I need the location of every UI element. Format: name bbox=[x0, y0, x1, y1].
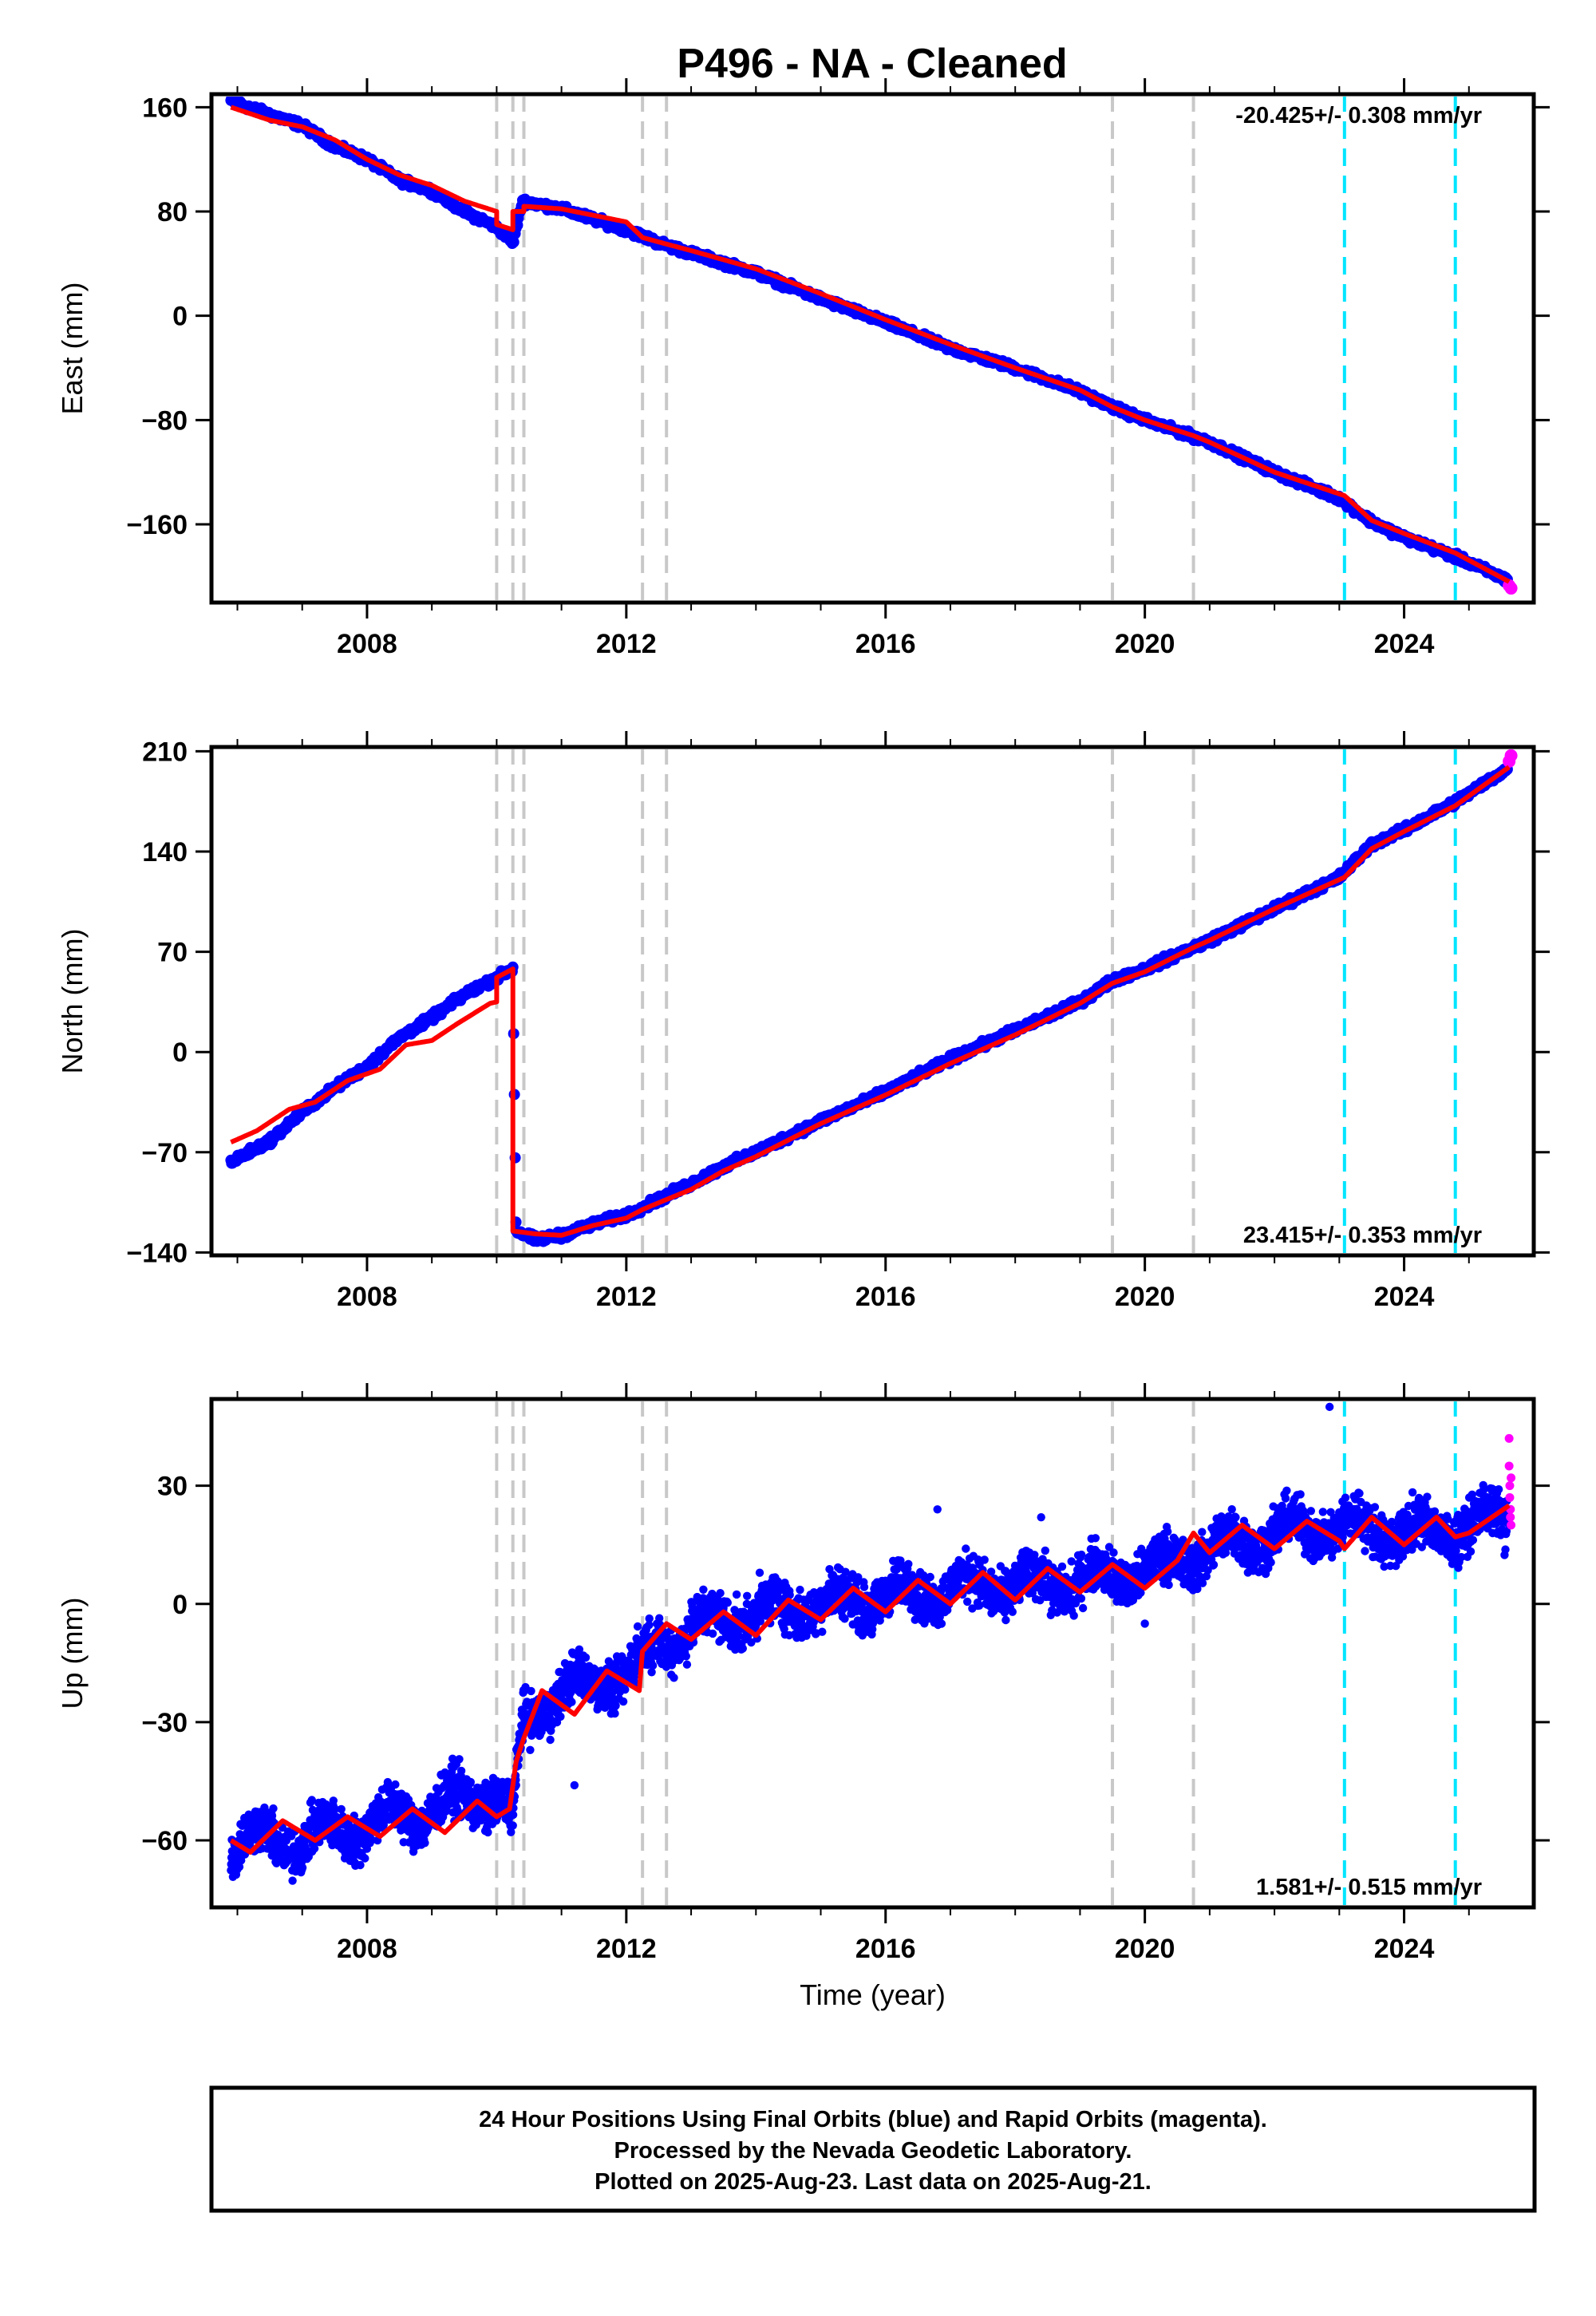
y-tick-label: −70 bbox=[141, 1138, 188, 1168]
final-orbit-point bbox=[610, 1709, 619, 1718]
final-orbit-point bbox=[567, 1697, 576, 1706]
panel-north: 2008 2012 2016 2020 2024 210 140 70 0 −70 −140 Nort… bbox=[56, 731, 1550, 1312]
final-orbit-point bbox=[633, 1622, 642, 1631]
final-orbit-point bbox=[337, 1804, 346, 1814]
rapid-orbit-point bbox=[1504, 749, 1518, 762]
x-tick-label: 2012 bbox=[596, 1934, 657, 1964]
y-tick-label: −140 bbox=[126, 1238, 188, 1268]
final-orbit-point bbox=[621, 1685, 630, 1694]
final-orbit-point bbox=[618, 1697, 628, 1706]
x-tick-label: 2024 bbox=[1374, 1934, 1435, 1964]
x-tick-label: 2008 bbox=[337, 1934, 397, 1964]
final-orbit-point bbox=[466, 1777, 475, 1787]
y-tick-label: 30 bbox=[157, 1472, 188, 1502]
figure-title: P496 - NA - Cleaned bbox=[677, 41, 1067, 87]
final-orbit-point bbox=[298, 1863, 307, 1872]
final-orbit-point bbox=[526, 1745, 535, 1754]
plot-frame bbox=[209, 92, 1536, 605]
y-tick-label: −30 bbox=[141, 1708, 188, 1738]
y-tick-label: 140 bbox=[142, 837, 188, 868]
panel-up: 2008 2012 2016 2020 2024 30 0 −30 −60 Up (mm) Time… bbox=[56, 1383, 1550, 2011]
x-tick-label: 2020 bbox=[1115, 629, 1175, 659]
y-tick-label: 160 bbox=[142, 93, 188, 123]
y-axis-label: North (mm) bbox=[56, 929, 89, 1074]
x-tick-label: 2020 bbox=[1115, 1934, 1175, 1964]
final-orbit-point bbox=[455, 1755, 464, 1764]
x-tick-label: 2012 bbox=[596, 1282, 657, 1312]
panels: 2008 2012 2016 2020 2024 160 80 0 −80 −160 East (m… bbox=[56, 78, 1550, 2011]
x-tick-label: 2012 bbox=[596, 629, 657, 659]
velocity-rate-label: -20.425+/- 0.308 mm/yr bbox=[1235, 103, 1482, 128]
final-orbit-point bbox=[421, 1839, 429, 1848]
final-orbit-point bbox=[329, 1796, 338, 1805]
y-tick-label: −60 bbox=[141, 1826, 188, 1856]
data-layer bbox=[225, 749, 1518, 1253]
x-tick-label: 2016 bbox=[855, 1282, 916, 1312]
model-fit-line bbox=[230, 105, 1511, 584]
final-orbit-point bbox=[269, 1804, 278, 1813]
y-axis-label: East (mm) bbox=[56, 283, 89, 415]
y-tick-label: 70 bbox=[157, 938, 188, 968]
x-tick-label: 2016 bbox=[855, 1934, 916, 1964]
final-orbit-point bbox=[581, 1653, 591, 1662]
y-axis-label: Up (mm) bbox=[56, 1598, 89, 1709]
final-orbit-point bbox=[391, 1780, 400, 1789]
final-orbit-point bbox=[288, 1876, 297, 1885]
panel-east: 2008 2012 2016 2020 2024 160 80 0 −80 −160 East (m… bbox=[56, 78, 1550, 659]
final-orbit-point bbox=[546, 1735, 555, 1745]
velocity-rate-label: 23.415+/- 0.353 mm/yr bbox=[1243, 1223, 1482, 1248]
x-tick-label: 2020 bbox=[1115, 1282, 1175, 1312]
final-orbit-point bbox=[527, 1686, 535, 1696]
y-tick-label: 80 bbox=[157, 197, 188, 227]
y-tick-label: −160 bbox=[126, 510, 188, 540]
y-tick-label: 210 bbox=[142, 737, 188, 767]
x-tick-label: 2008 bbox=[337, 629, 397, 659]
x-tick-label: 2024 bbox=[1374, 1282, 1435, 1312]
x-tick-label: 2024 bbox=[1374, 629, 1435, 659]
plot-frame bbox=[209, 745, 1536, 1258]
final-orbit-point bbox=[356, 1860, 365, 1870]
final-orbit-point bbox=[556, 1712, 565, 1721]
y-tick-label: 0 bbox=[172, 1590, 188, 1620]
y-tick-label: −80 bbox=[141, 405, 188, 436]
rapid-orbit-point bbox=[1504, 582, 1518, 595]
y-tick-label: 0 bbox=[172, 1037, 188, 1068]
final-orbit-point bbox=[456, 1766, 466, 1776]
final-orbit-point bbox=[508, 1821, 517, 1830]
final-orbit-point bbox=[361, 1854, 369, 1863]
x-axis-label: Time (year) bbox=[800, 1978, 946, 2011]
plot-frame-top bbox=[209, 92, 1536, 605]
x-tick-label: 2016 bbox=[855, 629, 916, 659]
final-orbit-point bbox=[484, 1828, 492, 1837]
data-layer bbox=[225, 97, 1518, 600]
x-tick-label: 2008 bbox=[337, 1282, 397, 1312]
y-tick-label: 0 bbox=[172, 302, 188, 332]
